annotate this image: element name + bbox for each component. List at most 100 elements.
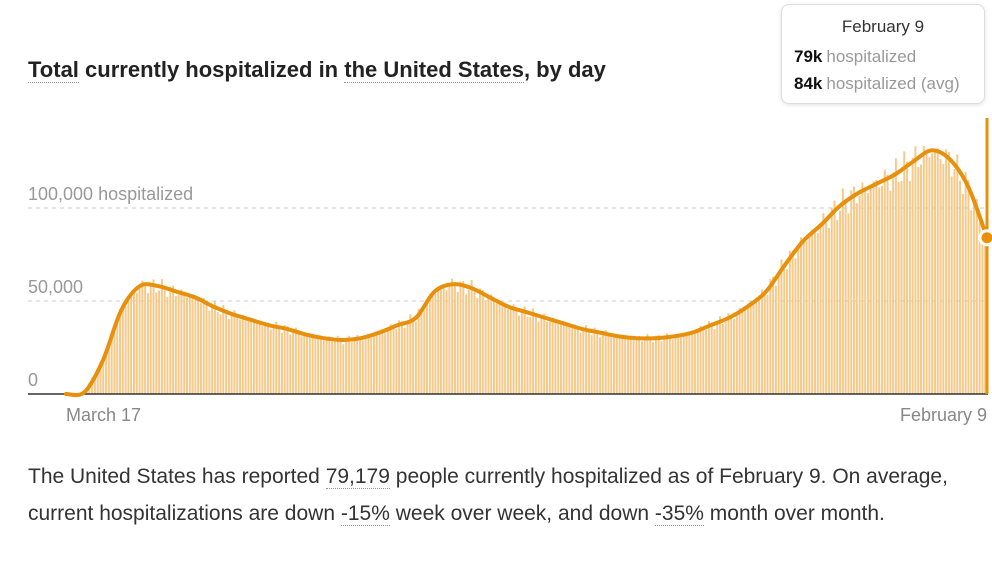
- daily-bar: [506, 309, 509, 394]
- daily-bar: [744, 309, 747, 394]
- daily-bar: [587, 332, 590, 394]
- daily-bar: [498, 302, 501, 394]
- daily-bar: [640, 341, 643, 394]
- summary-hospitalized-count[interactable]: 79,179: [325, 465, 390, 489]
- daily-bar: [565, 322, 568, 394]
- daily-bar: [573, 324, 576, 394]
- daily-bar: [490, 294, 493, 394]
- daily-bar: [208, 310, 211, 394]
- daily-bar: [93, 374, 96, 394]
- daily-bar: [733, 318, 736, 394]
- daily-bar: [928, 157, 931, 394]
- daily-bar: [657, 334, 660, 394]
- daily-bar: [289, 334, 292, 394]
- daily-bar: [255, 320, 258, 394]
- daily-bar: [774, 285, 777, 394]
- daily-bar: [158, 290, 161, 394]
- daily-bar: [132, 291, 135, 394]
- daily-bar: [202, 297, 205, 394]
- daily-bar: [621, 337, 624, 394]
- daily-bar: [978, 222, 981, 394]
- daily-bar: [280, 332, 283, 394]
- daily-bar: [858, 195, 861, 394]
- daily-bar: [261, 325, 264, 394]
- title-metric-text: currently hospitalized: [85, 57, 313, 82]
- daily-bar: [317, 335, 320, 394]
- daily-bar: [356, 334, 359, 394]
- daily-bar: [967, 179, 970, 394]
- daily-bar: [638, 335, 641, 394]
- daily-bar: [239, 319, 242, 394]
- daily-bar: [186, 297, 188, 394]
- daily-bar: [292, 331, 295, 394]
- daily-bar: [984, 229, 987, 394]
- daily-bar: [518, 315, 521, 394]
- daily-bar: [152, 279, 155, 394]
- daily-bar: [241, 314, 244, 394]
- y-tick-label-0: 0: [28, 370, 38, 390]
- daily-bar: [682, 335, 685, 394]
- daily-bar: [777, 273, 780, 394]
- summary-text-3: week over week, and down: [395, 502, 650, 525]
- daily-bar: [244, 317, 247, 394]
- summary-week-change[interactable]: -15%: [340, 502, 390, 526]
- daily-bar: [844, 203, 847, 394]
- daily-bar: [671, 339, 674, 394]
- daily-bar: [892, 172, 895, 394]
- daily-bar: [889, 190, 892, 394]
- daily-bar: [629, 338, 632, 394]
- y-tick-label-100000: 100,000 hospitalized: [28, 184, 193, 204]
- daily-bar: [110, 333, 113, 394]
- daily-bar: [431, 294, 434, 394]
- daily-bar: [252, 319, 255, 394]
- summary-text-1: The United States has reported: [28, 465, 320, 488]
- daily-bar: [674, 334, 677, 394]
- daily-bar: [230, 313, 233, 394]
- daily-bar: [409, 314, 412, 394]
- daily-bar: [283, 325, 286, 394]
- daily-bar: [222, 305, 225, 394]
- daily-bar: [702, 330, 705, 394]
- daily-bar: [428, 293, 431, 394]
- daily-bar: [964, 171, 967, 394]
- daily-bar: [872, 181, 875, 394]
- tooltip-row-average: 84k hospitalized (avg): [794, 74, 960, 94]
- daily-bar: [719, 316, 722, 394]
- daily-bar: [227, 319, 230, 394]
- daily-bar: [557, 323, 560, 394]
- title-metric-dropdown[interactable]: Total: [28, 57, 79, 83]
- daily-bar: [920, 164, 923, 394]
- daily-bar: [660, 341, 663, 394]
- title-suffix-text: , by day: [523, 57, 606, 82]
- daily-bar: [950, 176, 953, 394]
- daily-bar: [766, 294, 769, 394]
- daily-bar: [470, 280, 473, 394]
- daily-bar: [554, 320, 557, 394]
- daily-bar: [465, 294, 468, 394]
- daily-bar: [160, 279, 163, 394]
- daily-bar: [543, 313, 546, 394]
- daily-bar: [392, 328, 395, 394]
- daily-bar: [398, 320, 401, 394]
- daily-bar: [308, 336, 311, 394]
- title-location-dropdown[interactable]: the United States: [344, 57, 524, 83]
- daily-bar: [515, 308, 518, 394]
- daily-bar: [476, 298, 479, 394]
- daily-bar: [716, 320, 719, 394]
- hospitalized-chart[interactable]: 0 50,000 100,000 hospitalized March 17 F…: [0, 0, 992, 440]
- daily-bar: [693, 333, 696, 394]
- daily-bar: [819, 227, 822, 394]
- summary-month-change[interactable]: -35%: [654, 502, 704, 526]
- daily-bar: [403, 327, 406, 394]
- daily-bar: [373, 335, 375, 394]
- daily-bar: [886, 174, 889, 394]
- daily-bar: [300, 336, 303, 394]
- daily-bar: [105, 353, 108, 394]
- daily-bar: [375, 333, 378, 394]
- daily-bar: [772, 276, 775, 394]
- daily-bar: [741, 310, 744, 394]
- daily-bar: [456, 292, 459, 394]
- daily-bar: [328, 336, 331, 394]
- daily-bar: [504, 303, 507, 394]
- daily-bar: [811, 229, 814, 394]
